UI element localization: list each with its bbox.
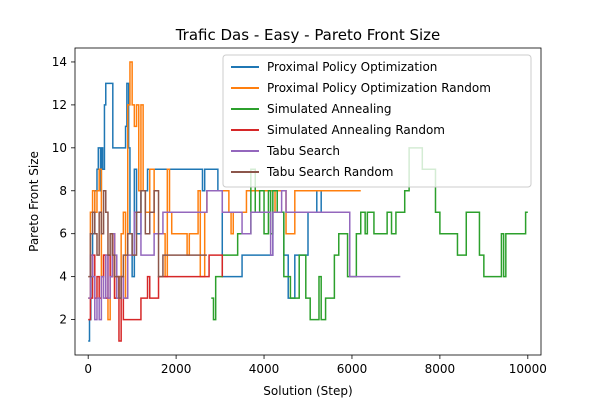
x-tick-label: 6000 (337, 362, 368, 376)
x-tick-label: 10000 (509, 362, 547, 376)
legend: Proximal Policy Optimization Proximal Pol… (222, 54, 532, 188)
legend-label-3: Simulated Annealing (267, 102, 392, 116)
x-tick-label: 2000 (161, 362, 192, 376)
y-tick-label: 10 (52, 141, 67, 155)
series-line-6 (88, 190, 207, 299)
x-axis-title: Solution (Step) (263, 384, 352, 398)
y-tick-label: 4 (59, 270, 67, 284)
y-tick-label: 12 (52, 98, 67, 112)
legend-label-6: Tabu Search Random (266, 165, 393, 179)
y-axis-title: Pareto Front Size (27, 151, 41, 252)
x-axis: 0 2000 4000 6000 8000 10000 (84, 355, 547, 376)
chart-title: Trafic Das - Easy - Pareto Front Size (175, 26, 441, 44)
x-tick-label: 4000 (249, 362, 280, 376)
legend-label-5: Tabu Search (266, 144, 340, 158)
y-tick-label: 6 (59, 227, 67, 241)
y-tick-label: 8 (59, 184, 67, 198)
y-tick-label: 14 (52, 55, 67, 69)
plot-frame (74, 47, 542, 356)
legend-label-1: Proximal Policy Optimization (267, 60, 437, 74)
y-axis: 2 4 6 8 10 12 14 (52, 55, 75, 327)
legend-label-4: Simulated Annealing Random (267, 123, 445, 137)
x-tick-label: 8000 (425, 362, 456, 376)
plot-area (88, 61, 528, 342)
series-line-3 (211, 147, 528, 321)
series-line-5 (88, 190, 401, 321)
y-tick-label: 2 (59, 313, 67, 327)
x-tick-label: 0 (84, 362, 92, 376)
legend-box (222, 54, 532, 188)
series-line-4 (88, 232, 224, 342)
legend-label-2: Proximal Policy Optimization Random (267, 81, 491, 95)
